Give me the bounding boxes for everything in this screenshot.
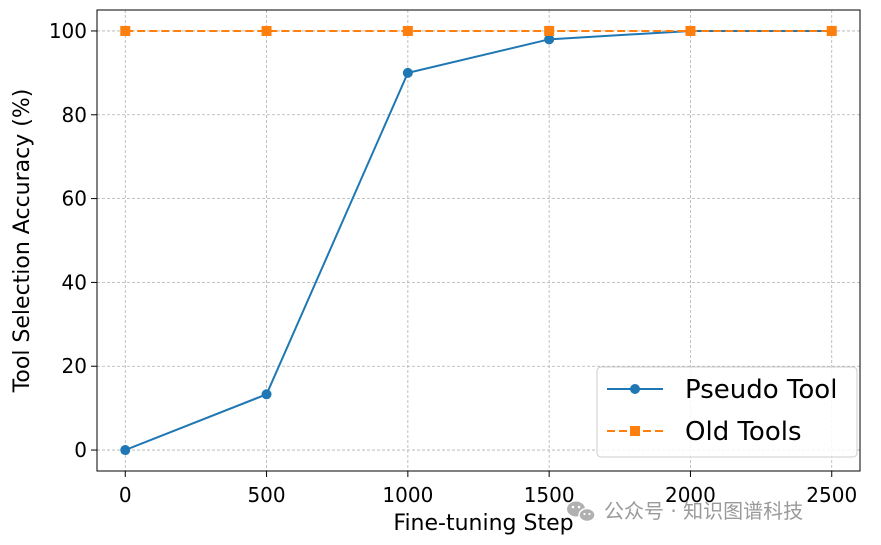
data-point (826, 25, 837, 36)
y-tick-label: 20 (62, 354, 87, 378)
legend-label: Pseudo Tool (685, 375, 837, 405)
x-tick-label: 1500 (524, 483, 575, 507)
x-axis-title: Fine-tuning Step (393, 511, 573, 536)
y-tick-label: 60 (62, 187, 87, 211)
data-point (261, 389, 272, 400)
y-tick-label: 80 (62, 103, 87, 127)
x-tick-label: 0 (119, 483, 132, 507)
data-point (544, 25, 555, 36)
data-point (120, 445, 131, 456)
x-tick-label: 2000 (665, 483, 716, 507)
watermark: 公众号 · 知识图谱科技 (567, 499, 803, 523)
series-layer (120, 25, 837, 456)
legend-item: Old Tools (607, 417, 802, 447)
y-tick-label: 100 (49, 19, 87, 43)
x-tick-label: 1000 (382, 483, 433, 507)
data-point (402, 67, 413, 78)
x-tick-label: 2500 (806, 483, 857, 507)
data-point (261, 25, 272, 36)
watermark-text: 公众号 · 知识图谱科技 (604, 499, 803, 523)
legend-item: Pseudo Tool (607, 375, 837, 405)
data-point (402, 25, 413, 36)
x-tick-label: 500 (247, 483, 285, 507)
tick-layer: 0 500 1000 1500 2000 2500 0 20 40 60 80 100 (49, 19, 857, 507)
wechat-icon (567, 501, 596, 523)
legend-marker (630, 384, 640, 394)
data-point (685, 25, 696, 36)
legend-label: Old Tools (685, 417, 802, 447)
data-point (120, 25, 131, 36)
series-1 (120, 25, 837, 36)
y-tick-label: 40 (62, 270, 87, 294)
y-tick-label: 0 (74, 438, 87, 462)
data-point (544, 34, 555, 45)
plot-frame (96, 9, 861, 472)
legend: Pseudo Tool Old Tools (596, 366, 858, 458)
y-axis-title: Tool Selection Accuracy (%) (10, 89, 35, 394)
legend-marker (630, 426, 640, 436)
